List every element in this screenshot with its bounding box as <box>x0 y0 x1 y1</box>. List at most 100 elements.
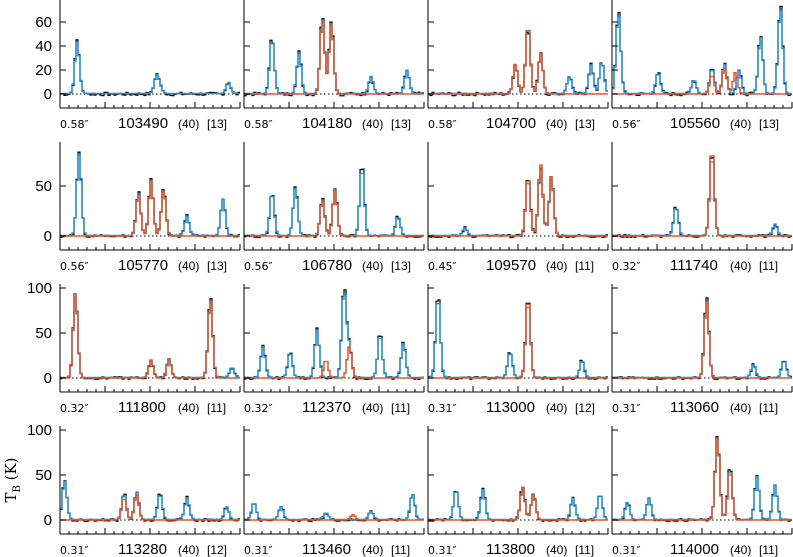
model-species-105770 <box>60 180 240 237</box>
width-label: (40) <box>362 543 383 557</box>
model-species-113460 <box>244 513 424 521</box>
model-total-113000 <box>428 303 608 379</box>
ref-label: [13] <box>207 117 227 131</box>
width-label: (40) <box>546 543 567 557</box>
y-tick-label: 0 <box>44 512 52 529</box>
observed-spectrum-104700 <box>428 31 608 97</box>
observed-spectrum-112370 <box>244 289 424 380</box>
y-tick-label: 0 <box>44 228 52 245</box>
ref-label: [13] <box>391 259 411 273</box>
ref-label: [11] <box>575 543 594 557</box>
resolution-label: 0.58″ <box>428 118 457 131</box>
y-axis-label: TB (K) <box>2 457 23 502</box>
y-axis-label-text: TB (K) <box>2 457 23 502</box>
observed-spectrum-103490 <box>60 39 240 97</box>
observed-spectrum-109570 <box>428 167 608 239</box>
width-label: (40) <box>546 401 567 415</box>
frequency-label: 111740 <box>670 257 718 274</box>
model-species-111800 <box>60 293 240 379</box>
ref-label: [12] <box>207 543 227 557</box>
resolution-label: 0.31″ <box>428 544 457 557</box>
ref-label: [13] <box>759 117 779 131</box>
resolution-label: 0.45″ <box>428 260 457 273</box>
frequency-label: 109570 <box>486 257 536 274</box>
model-species-106780 <box>244 189 424 237</box>
observed-spectrum-113280 <box>60 480 240 522</box>
resolution-label: 0.31″ <box>612 544 641 557</box>
frequency-label: 111800 <box>118 399 166 416</box>
width-label: (40) <box>730 543 751 557</box>
model-total-109570 <box>428 169 608 237</box>
width-label: (40) <box>730 401 751 415</box>
model-species-104700 <box>428 29 608 95</box>
model-total-114000 <box>612 438 792 521</box>
frequency-label: 113280 <box>118 541 167 557</box>
resolution-label: 0.31″ <box>60 544 89 557</box>
observed-spectrum-113000 <box>428 299 608 380</box>
model-species-111740 <box>612 155 792 237</box>
ref-label: [13] <box>391 117 411 131</box>
model-total-103490 <box>60 41 240 95</box>
model-total-113460 <box>244 494 424 521</box>
resolution-label: 0.58″ <box>60 118 89 131</box>
model-total-113280 <box>60 480 240 521</box>
model-species-113800 <box>428 488 608 521</box>
ref-label: [11] <box>759 543 778 557</box>
width-label: (40) <box>178 401 199 415</box>
resolution-label: 0.32″ <box>60 402 89 415</box>
width-label: (40) <box>178 259 199 273</box>
resolution-label: 0.31″ <box>612 402 641 415</box>
frequency-label: 104180 <box>302 115 352 132</box>
frequency-label: 113000 <box>486 399 535 416</box>
observed-spectrum-111740 <box>612 157 792 238</box>
width-label: (40) <box>546 259 567 273</box>
observed-spectrum-105560 <box>612 5 792 97</box>
frequency-label: 113800 <box>486 541 535 557</box>
y-tick-label: 50 <box>35 325 52 342</box>
resolution-label: 0.32″ <box>244 402 273 415</box>
y-tick-label: 50 <box>35 467 52 484</box>
frequency-label: 103490 <box>118 115 168 132</box>
width-label: (40) <box>178 543 199 557</box>
resolution-label: 0.56″ <box>612 118 641 131</box>
width-label: (40) <box>362 401 383 415</box>
ref-label: [11] <box>759 401 778 415</box>
frequency-label: 113060 <box>670 399 719 416</box>
width-label: (40) <box>362 117 383 131</box>
ref-label: [11] <box>391 543 410 557</box>
y-tick-label: 100 <box>27 422 52 439</box>
frequency-label: 105770 <box>118 257 168 274</box>
resolution-label: 0.31″ <box>428 402 457 415</box>
model-species-113000 <box>428 303 608 379</box>
frequency-label: 106780 <box>302 257 352 274</box>
ref-label: [13] <box>575 117 595 131</box>
width-label: (40) <box>178 117 199 131</box>
model-species-109570 <box>428 164 608 237</box>
width-label: (40) <box>730 117 751 131</box>
model-species-113060 <box>612 301 792 379</box>
frequency-label: 114000 <box>670 541 719 557</box>
model-total-112370 <box>244 294 424 379</box>
model-total-105560 <box>612 10 792 95</box>
resolution-label: 0.56″ <box>60 260 89 273</box>
ref-label: [11] <box>759 259 778 273</box>
width-label: (40) <box>546 117 567 131</box>
frequency-label: 113460 <box>302 541 351 557</box>
y-tick-label: 0 <box>44 370 52 387</box>
ref-label: [11] <box>207 401 226 415</box>
width-label: (40) <box>730 259 751 273</box>
frequency-label: 112370 <box>302 399 351 416</box>
resolution-label: 0.32″ <box>612 260 641 273</box>
y-tick-label: 60 <box>35 14 52 31</box>
frequency-label: 105560 <box>670 115 720 132</box>
model-species-105560 <box>612 67 792 95</box>
frequency-label: 104700 <box>486 115 536 132</box>
y-tick-label: 50 <box>35 178 52 195</box>
resolution-label: 0.31″ <box>244 544 273 557</box>
model-total-111740 <box>612 161 792 237</box>
resolution-label: 0.58″ <box>244 118 273 131</box>
ref-label: [13] <box>207 259 227 273</box>
ref-label: [11] <box>391 401 410 415</box>
observed-spectrum-113460 <box>244 494 424 522</box>
